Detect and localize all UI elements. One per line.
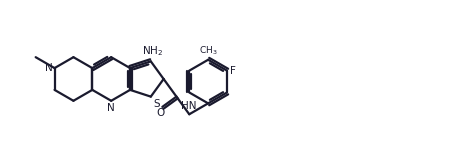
Text: CH$_3$: CH$_3$ (199, 44, 218, 57)
Text: N: N (45, 63, 53, 73)
Text: HN: HN (181, 101, 196, 111)
Text: N: N (107, 103, 115, 113)
Text: NH$_2$: NH$_2$ (142, 45, 163, 58)
Text: S: S (154, 99, 160, 109)
Text: O: O (156, 108, 164, 118)
Text: F: F (230, 66, 236, 76)
